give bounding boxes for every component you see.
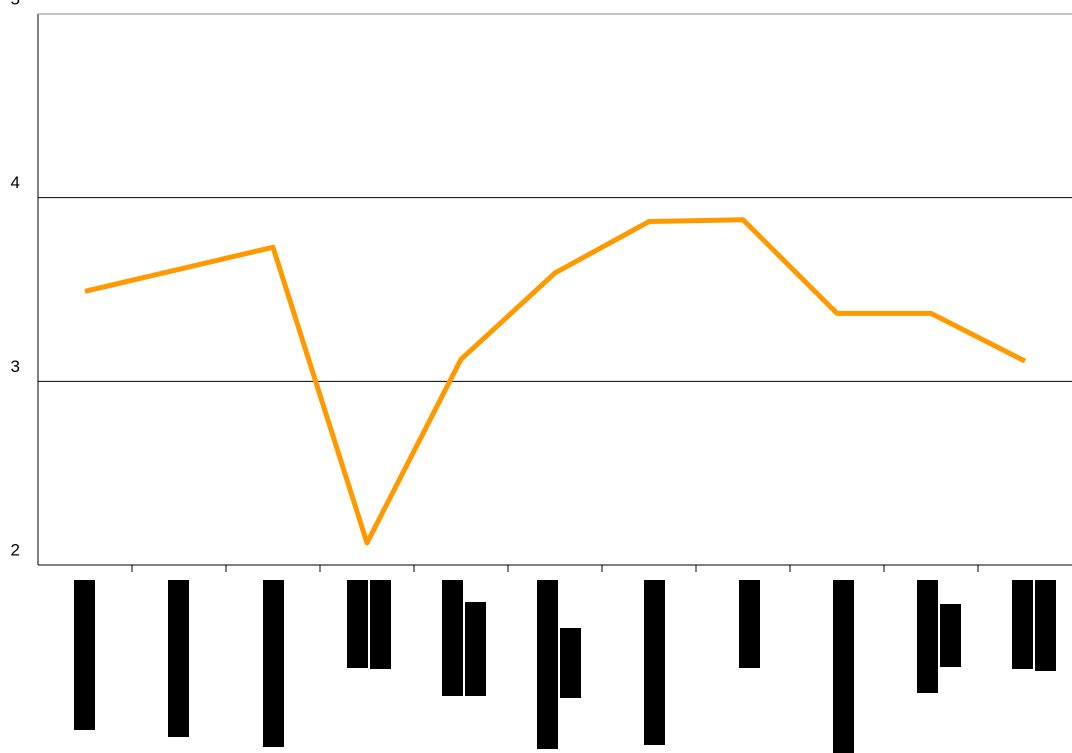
redacted-label <box>833 580 854 753</box>
redacted-label <box>442 580 463 696</box>
y-tick-label: 3 <box>11 357 20 376</box>
redacted-label <box>263 580 284 747</box>
redacted-label <box>370 580 391 669</box>
redacted-label <box>739 580 760 668</box>
redacted-label <box>644 580 665 745</box>
redacted-label <box>74 580 95 730</box>
y-tick-label: 2 <box>11 540 20 559</box>
redacted-label <box>560 628 581 698</box>
y-tick-label: 4 <box>11 173 20 192</box>
redacted-label <box>1035 580 1056 671</box>
line-series <box>84 217 1027 546</box>
y-tick-label: 5 <box>11 0 20 8</box>
redacted-label <box>168 580 189 737</box>
redacted-label <box>917 580 938 693</box>
redacted-label <box>940 604 961 667</box>
redacted-label <box>347 580 368 668</box>
redacted-label <box>537 580 558 749</box>
redacted-label <box>465 602 486 696</box>
redacted-label <box>1012 580 1033 669</box>
